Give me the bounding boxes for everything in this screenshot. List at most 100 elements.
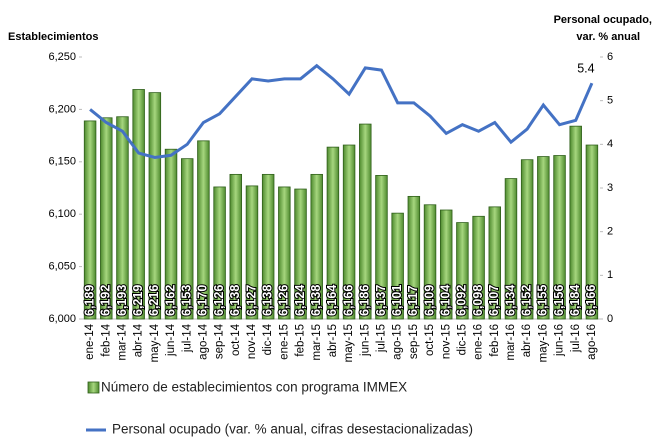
bar: [585, 144, 599, 320]
bar-label: 6,219: [131, 285, 145, 316]
bar-label: 6,124: [293, 285, 307, 316]
bar: [278, 186, 291, 320]
y2-tick-label: 1: [607, 269, 613, 281]
bar-label: 6,166: [584, 285, 598, 316]
bar-label: 6,117: [406, 285, 420, 316]
legend-label: Número de establecimientos con programa …: [101, 380, 407, 395]
y2-title: var. % anual: [576, 31, 640, 43]
x-tick-label: ago-14: [197, 323, 209, 359]
bar-label: 6,126: [277, 285, 291, 316]
x-tick-label: feb-15: [295, 324, 307, 357]
bar: [180, 158, 194, 320]
bar: [472, 215, 485, 320]
bar: [537, 156, 550, 320]
bar: [83, 120, 97, 320]
x-tick-label: abr-15: [327, 324, 339, 357]
y-tick-label: 6,200: [48, 103, 76, 115]
bar-label: 6,107: [487, 285, 501, 316]
x-tick-label: may-15: [343, 324, 355, 362]
y-tick-label: 6,100: [48, 208, 76, 220]
y2-tick-label: 3: [607, 182, 613, 194]
bar: [504, 178, 518, 320]
bar-label: 6,152: [519, 285, 533, 316]
x-tick-label: sep-14: [214, 323, 226, 359]
x-tick-label: nov-14: [246, 323, 258, 359]
x-tick-label: ene-14: [84, 323, 96, 359]
bar-label: 6,134: [503, 285, 517, 316]
x-tick-label: feb-16: [489, 324, 501, 357]
bar-label: 6,126: [212, 285, 226, 316]
line: [89, 63, 594, 159]
bar: [456, 222, 469, 320]
bar-label: 6,192: [99, 285, 113, 316]
x-tick-label: mar-16: [505, 324, 517, 360]
bar-label: 6,137: [374, 285, 388, 316]
x-tick-label: dic-14: [262, 323, 274, 355]
x-tick-label: jul-14: [181, 323, 193, 353]
bar: [439, 209, 453, 320]
bar-label: 6,193: [115, 285, 129, 316]
bar-label: 6,153: [180, 285, 194, 316]
bar: [423, 204, 437, 320]
legend-label: Personal ocupado (var. % anual, cifras d…: [112, 422, 473, 437]
x-tick-label: jul-15: [376, 324, 388, 353]
bar-label: 6,166: [341, 285, 355, 316]
bar: [213, 186, 226, 320]
bar: [359, 123, 372, 320]
x-tick-label: mar-14: [117, 323, 129, 360]
x-tick-label: oct-15: [424, 324, 436, 356]
bar: [245, 185, 259, 320]
x-tick-label: oct-14: [230, 323, 242, 356]
bar-label: 6,138: [228, 285, 242, 316]
bar-label: 6,155: [536, 285, 550, 316]
y-tick-label: 6,150: [48, 156, 76, 168]
y-tick-label: 6,250: [48, 51, 76, 63]
y-tick-label: 6,050: [48, 261, 76, 273]
bar-label: 6,138: [309, 285, 323, 316]
bar: [569, 125, 582, 320]
y2-tick-label: 6: [607, 51, 613, 63]
x-tick-label: jun-16: [554, 324, 566, 357]
y-tick-label: 6,000: [48, 313, 76, 325]
bar-label: 6,101: [390, 285, 404, 316]
x-tick-label: abr-16: [521, 324, 533, 357]
line-label: 5.4: [577, 61, 594, 75]
x-tick-label: ago-15: [392, 324, 404, 360]
bar: [520, 159, 534, 320]
bar-label: 6,186: [358, 285, 372, 316]
y-title: Establecimientos: [8, 31, 98, 43]
bar-label: 6,109: [422, 285, 436, 316]
y2-tick-label: 2: [607, 226, 613, 238]
bar-label: 6,216: [147, 285, 161, 316]
x-tick-label: ene-16: [473, 324, 485, 360]
bar: [100, 117, 113, 320]
bar: [391, 212, 404, 320]
bar: [294, 188, 307, 320]
y2-tick-label: 5: [607, 95, 613, 107]
x-tick-label: abr-14: [133, 323, 145, 357]
x-tick-label: jun-15: [359, 324, 371, 357]
x-tick-label: dic-15: [456, 324, 468, 355]
x-tick-label: mar-15: [311, 324, 323, 360]
bar: [197, 140, 210, 320]
bar: [375, 175, 388, 320]
x-tick-label: jul-16: [570, 324, 582, 353]
bar: [148, 92, 162, 320]
bar-label: 6,170: [196, 285, 210, 316]
bar-label: 6,156: [552, 285, 566, 316]
bar: [488, 206, 502, 320]
bar: [407, 195, 421, 320]
legend-swatch: [87, 381, 100, 394]
y2-tick-label: 4: [607, 138, 613, 150]
bar: [310, 173, 323, 320]
bar: [261, 173, 275, 320]
y2-tick-label: 0: [607, 313, 613, 325]
x-tick-label: may-14: [149, 323, 161, 362]
bar-label: 6,092: [455, 285, 469, 316]
bar: [116, 116, 129, 320]
bar-label: 6,098: [471, 285, 485, 316]
bar: [164, 148, 178, 320]
bar: [326, 146, 340, 320]
bar-label: 6,127: [244, 285, 258, 316]
